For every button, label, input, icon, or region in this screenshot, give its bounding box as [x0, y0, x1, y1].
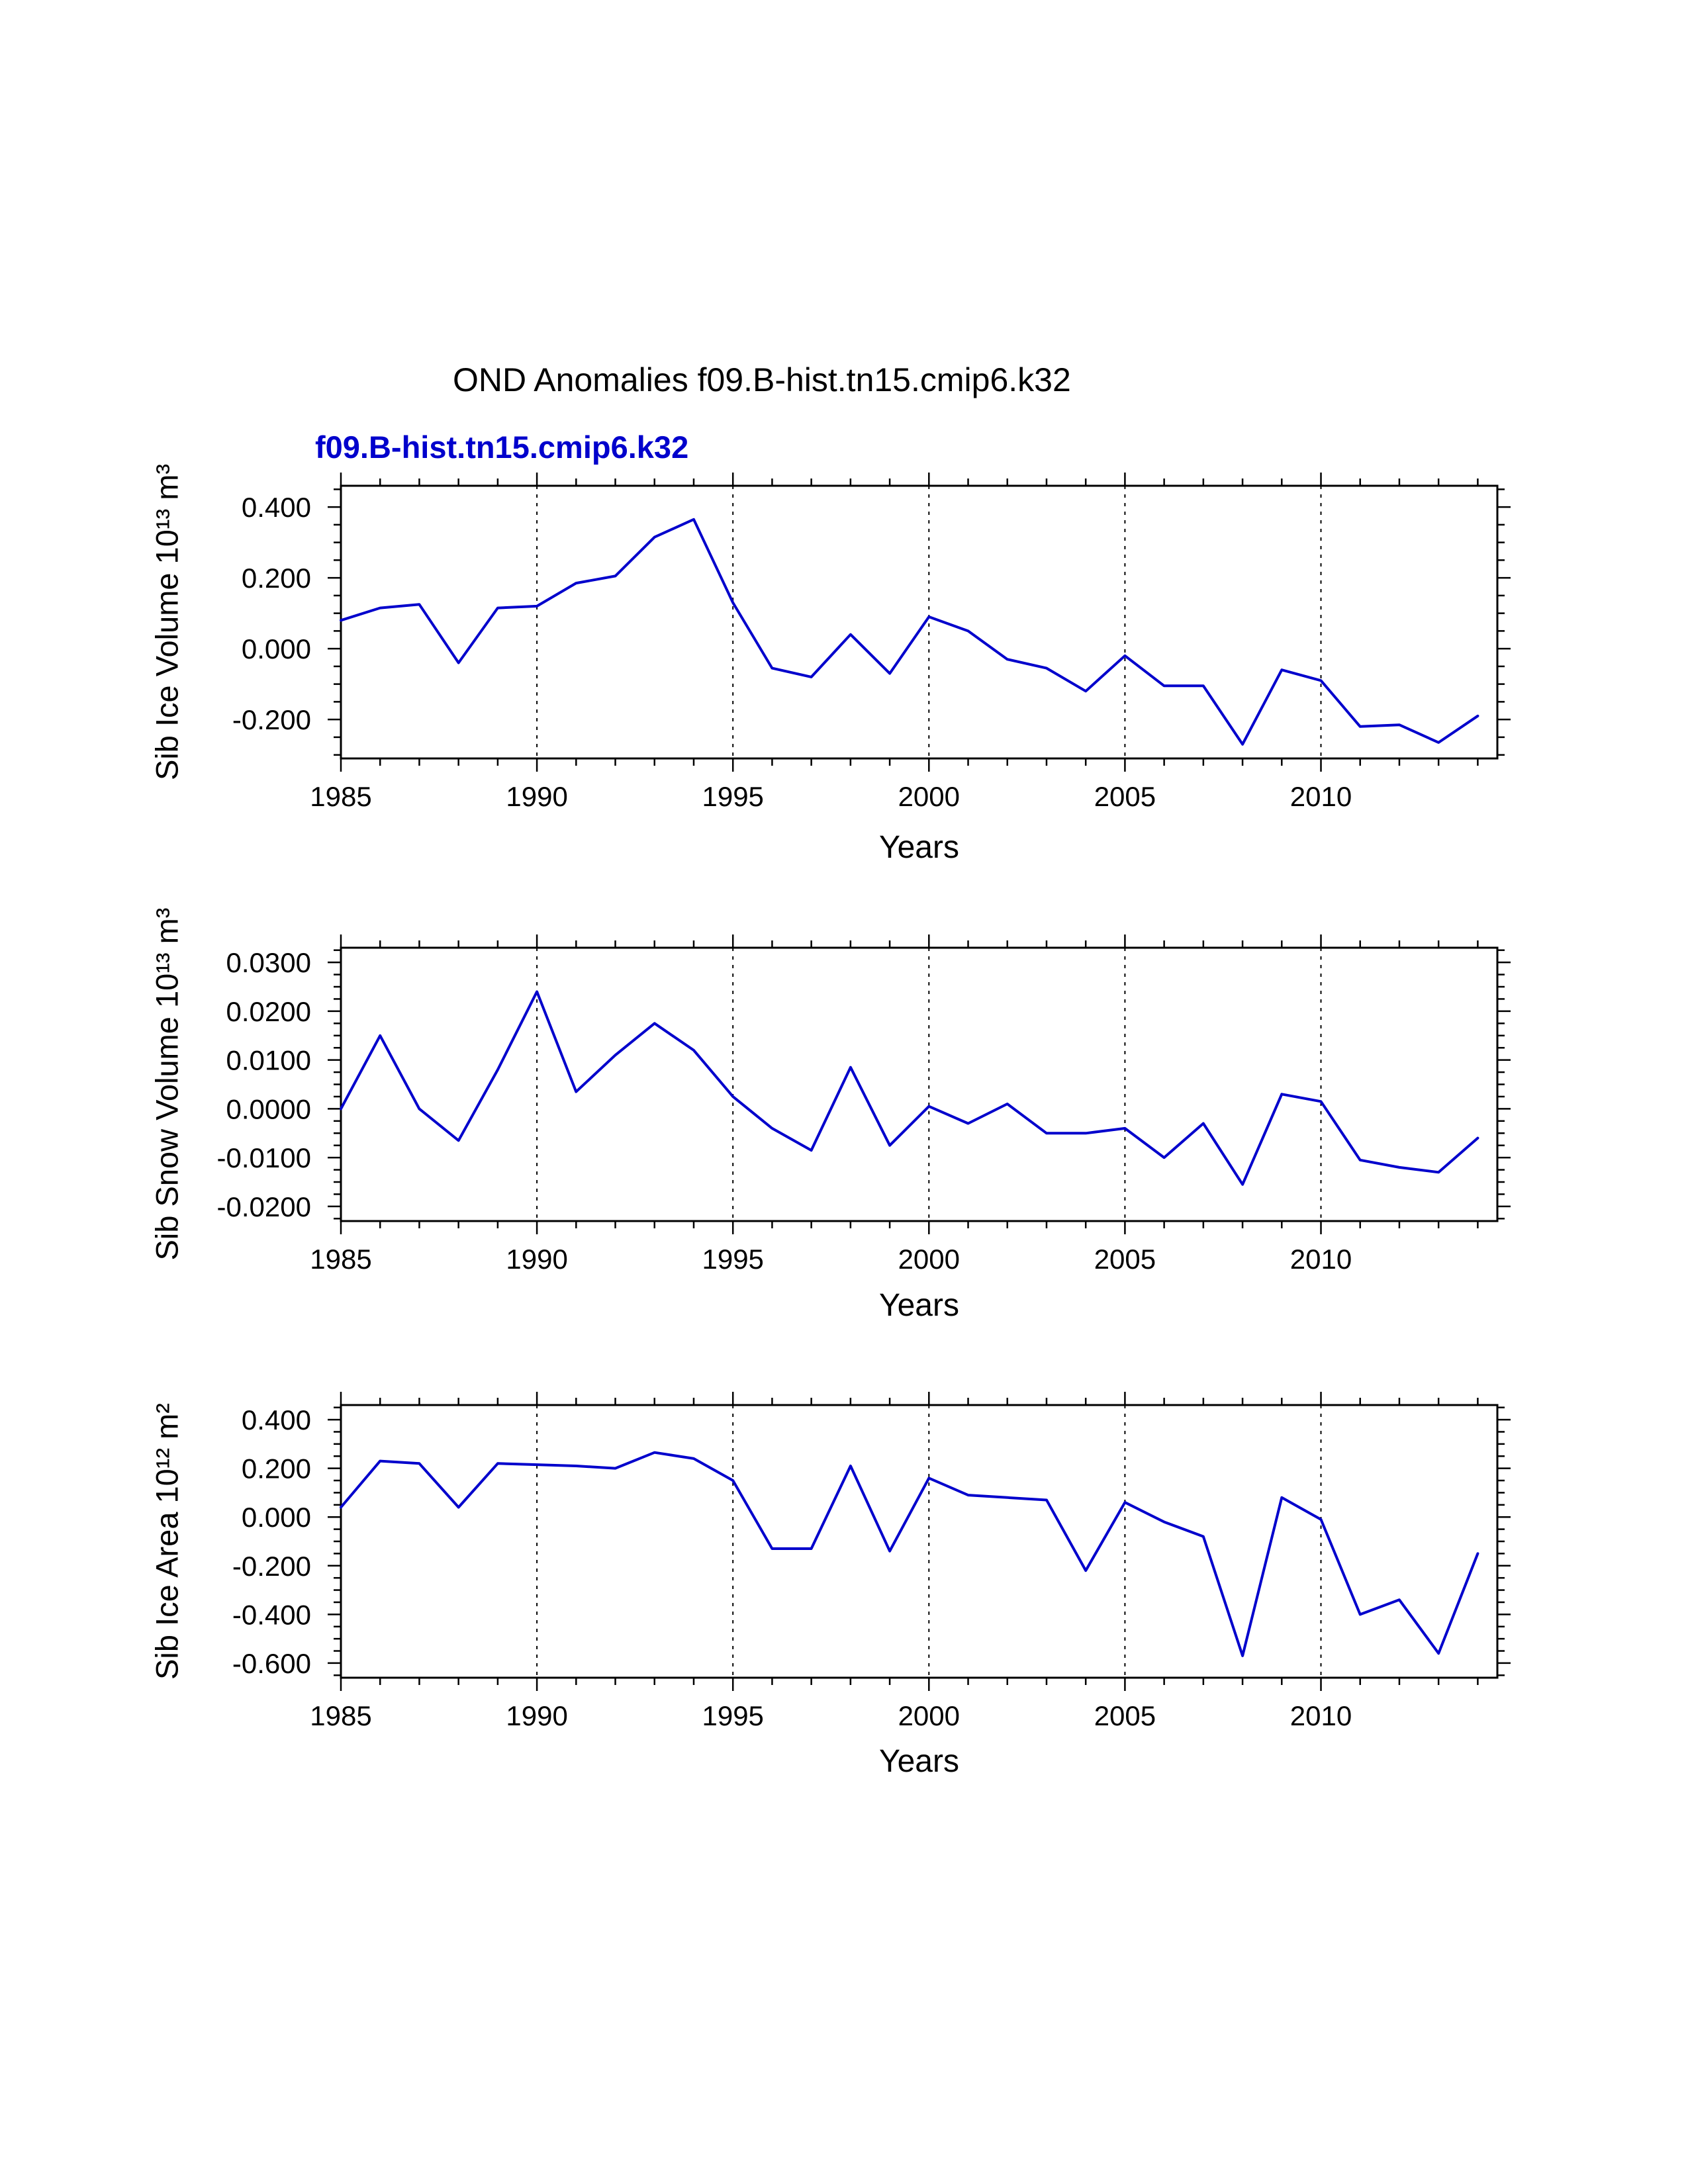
y-tick-label: -0.600	[232, 1648, 311, 1679]
y-tick-label: 0.400	[242, 492, 311, 523]
x-tick-label: 1985	[310, 1700, 371, 1731]
y-axis-title: Sib Snow Volume 10¹³ m³	[150, 908, 185, 1261]
x-tick-label: 2010	[1290, 781, 1352, 812]
x-tick-label: 1985	[310, 1244, 371, 1275]
y-axis-title: Sib Ice Area 10¹² m²	[150, 1403, 185, 1680]
x-tick-label: 2010	[1290, 1700, 1352, 1731]
x-axis-title: Years	[879, 1744, 959, 1779]
plot-frame	[340, 1404, 1499, 1679]
x-tick-label: 2010	[1290, 1244, 1352, 1275]
x-tick-label: 2000	[898, 781, 960, 812]
y-tick-label: 0.0200	[226, 996, 311, 1027]
x-tick-label: 2005	[1094, 1700, 1156, 1731]
x-tick-label: 2000	[898, 1700, 960, 1731]
plot-frame	[340, 484, 1499, 760]
plot-frame	[340, 946, 1499, 1222]
y-tick-label: -0.0100	[217, 1142, 311, 1173]
y-tick-label: 0.200	[242, 1453, 311, 1484]
figure-title: OND Anomalies f09.B-hist.tn15.cmip6.k32	[453, 361, 1071, 398]
y-tick-label: 0.200	[242, 563, 311, 594]
y-tick-label: 0.0300	[226, 947, 311, 978]
data-line	[340, 990, 1479, 1186]
y-tick-label: 0.000	[242, 633, 311, 664]
y-tick-label: -0.200	[232, 1551, 311, 1582]
y-tick-label: -0.400	[232, 1599, 311, 1630]
x-tick-label: 1985	[310, 781, 371, 812]
x-axis-title: Years	[879, 1288, 959, 1323]
x-tick-label: 2005	[1094, 781, 1156, 812]
y-tick-label: -0.0200	[217, 1191, 311, 1222]
y-tick-label: 0.0100	[226, 1045, 311, 1076]
x-tick-label: 1995	[702, 781, 763, 812]
legend-label: f09.B-hist.tn15.cmip6.k32	[315, 430, 689, 465]
y-tick-label: 0.400	[242, 1404, 311, 1435]
x-tick-label: 2005	[1094, 1244, 1156, 1275]
y-axis-title: Sib Ice Volume 10¹³ m³	[150, 464, 185, 780]
x-axis-title: Years	[879, 830, 959, 865]
x-tick-label: 1990	[506, 781, 567, 812]
y-tick-label: 0.000	[242, 1502, 311, 1533]
data-line	[340, 1451, 1479, 1657]
x-tick-label: 1995	[702, 1244, 763, 1275]
y-tick-label: -0.200	[232, 704, 311, 735]
x-tick-label: 1990	[506, 1700, 567, 1731]
data-line	[340, 518, 1479, 746]
x-tick-label: 1990	[506, 1244, 567, 1275]
x-tick-label: 2000	[898, 1244, 960, 1275]
x-tick-label: 1995	[702, 1700, 763, 1731]
y-tick-label: 0.0000	[226, 1093, 311, 1124]
